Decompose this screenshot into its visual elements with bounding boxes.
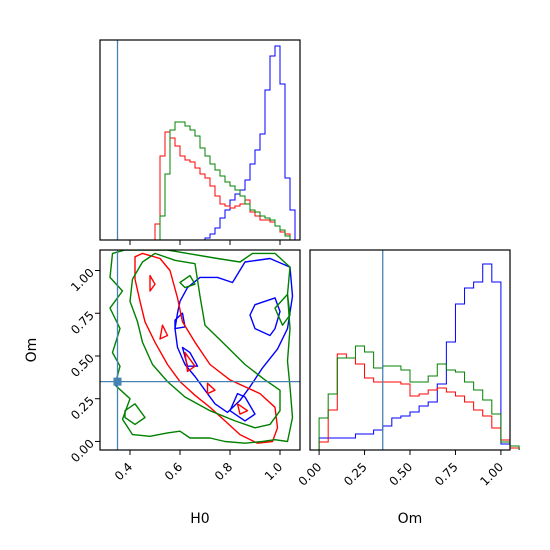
histogram-h0-frame xyxy=(99,39,301,241)
contour-xtick-label: 0.8 xyxy=(212,460,235,483)
histogram-om-xtick-label: 0.00 xyxy=(296,460,325,489)
contour-h0-om-panel: 0.4 0.6 0.8 1.0 0.00 0.25 0.50 0.75 1.00 H0 Om xyxy=(24,249,301,527)
histogram-om-frame xyxy=(309,249,511,451)
contour-xtick-label: 0.4 xyxy=(112,460,135,483)
histogram-om-series-red xyxy=(318,353,520,450)
x-axis-label-om: Om xyxy=(398,511,423,527)
contour-green-13 xyxy=(124,403,146,426)
histogram-h0-series-green xyxy=(110,121,295,241)
histogram-om-series-blue xyxy=(318,263,520,450)
contour-green-11 xyxy=(109,250,294,444)
contour-green-12 xyxy=(129,252,281,429)
contour-ytick-label: 0.00 xyxy=(68,437,97,466)
contour-red-7 xyxy=(159,324,169,340)
contour-red-10 xyxy=(236,403,249,415)
contour-ytick-label: 0.50 xyxy=(68,351,97,380)
contour-blue-4 xyxy=(229,392,256,422)
histogram-om-xtick-label: 1.00 xyxy=(477,460,506,489)
y-axis-label-om: Om xyxy=(24,338,40,363)
contour-ytick-label: 0.75 xyxy=(68,308,97,337)
histogram-om-series-green xyxy=(318,345,520,450)
contour-green-14 xyxy=(179,274,196,289)
contour-red-9 xyxy=(206,382,216,395)
histogram-om-xtick-label: 0.50 xyxy=(387,460,416,489)
contour-red-6 xyxy=(149,274,156,292)
x-axis-label-h0: H0 xyxy=(190,511,209,527)
histogram-om-xtick-label: 0.25 xyxy=(341,460,370,489)
contour-red-5 xyxy=(134,252,279,444)
histogram-om-xtick-label: 0.75 xyxy=(432,460,461,489)
contour-green-15 xyxy=(274,293,291,326)
contour-ytick-label: 1.00 xyxy=(68,266,97,295)
contour-ytick-label: 0.25 xyxy=(68,394,97,423)
contour-xtick-label: 0.6 xyxy=(162,460,185,483)
truth-point-marker xyxy=(113,377,122,386)
contour-blue-1 xyxy=(249,297,281,337)
contour-blue-0 xyxy=(174,257,294,414)
histogram-h0-series-red xyxy=(110,131,295,241)
contour-red-8 xyxy=(184,351,196,373)
histogram-h0-panel xyxy=(99,39,301,245)
contour-xtick-label: 1.0 xyxy=(262,460,285,483)
histogram-om-panel: 0.00 0.25 0.50 0.75 1.00 Om xyxy=(296,249,520,527)
contour-frame xyxy=(99,249,301,451)
histogram-h0-series-blue xyxy=(110,45,296,241)
